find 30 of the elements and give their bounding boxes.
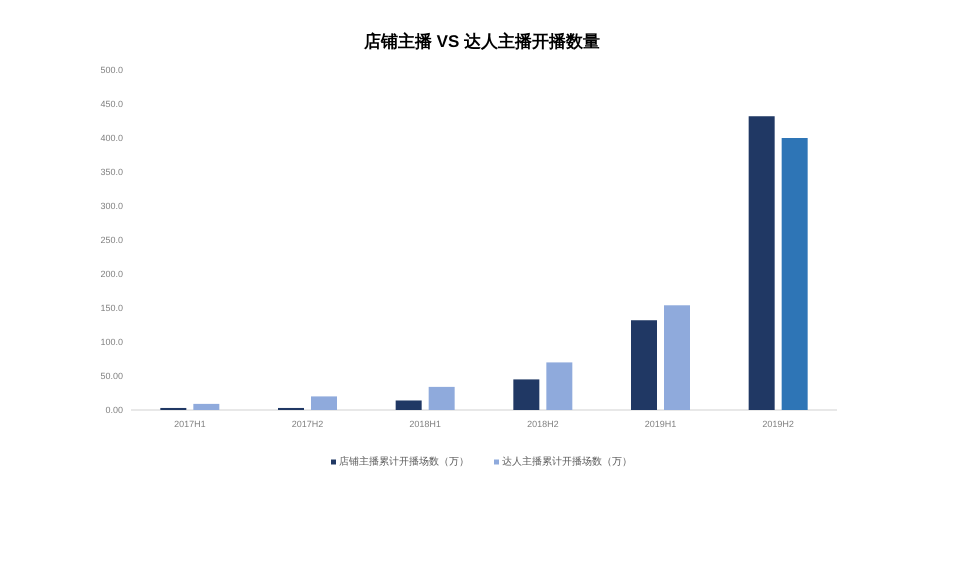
bar — [513, 379, 540, 410]
bar — [396, 400, 422, 410]
y-tick-label: 0.00 — [105, 405, 123, 415]
y-tick-label: 150.0 — [100, 303, 123, 313]
y-tick-label: 500.0 — [100, 65, 123, 75]
bar — [748, 116, 775, 410]
y-tick-label: 250.0 — [100, 235, 123, 245]
y-tick-label: 100.0 — [100, 337, 123, 347]
bar — [546, 362, 572, 410]
x-tick-label: 2019H1 — [644, 419, 676, 429]
bar — [193, 404, 220, 410]
bar — [782, 138, 808, 410]
y-tick-label: 300.0 — [100, 201, 123, 211]
x-tick-label: 2017H2 — [292, 419, 324, 429]
y-tick-label: 200.0 — [100, 269, 123, 279]
chart-title: 店铺主播 VS 达人主播开播数量 — [362, 32, 600, 51]
y-tick-label: 400.0 — [100, 133, 123, 143]
legend-label: 达人主播累计开播场数（万） — [502, 456, 632, 468]
bar — [664, 305, 690, 410]
x-tick-label: 2018H1 — [409, 419, 441, 429]
x-tick-label: 2019H2 — [762, 419, 794, 429]
y-tick-label: 50.00 — [100, 371, 123, 381]
bar — [428, 386, 455, 410]
x-tick-label: 2017H1 — [174, 419, 206, 429]
y-tick-label: 450.0 — [100, 99, 123, 109]
x-tick-label: 2018H2 — [527, 419, 559, 429]
legend-label: 店铺主播累计开播场数（万） — [339, 456, 469, 468]
bar — [311, 396, 337, 410]
bar — [631, 320, 657, 410]
y-tick-label: 350.0 — [100, 167, 123, 177]
